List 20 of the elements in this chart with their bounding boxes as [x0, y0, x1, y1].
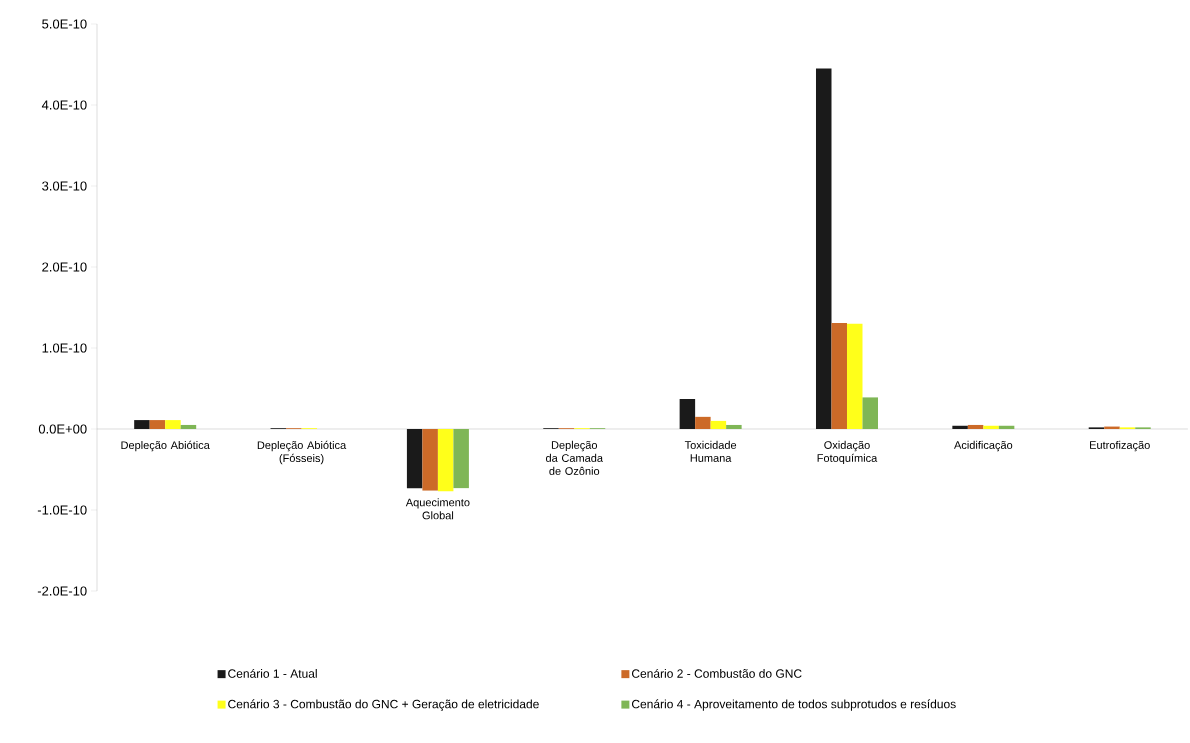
legend-label: Cenário 1 - Atual — [228, 668, 317, 678]
x-tick-label: Aquecimento Global — [405, 498, 470, 520]
x-tick-label: Depleção da Camada de Ozônio — [545, 440, 603, 475]
legend-label: Cenário 4 - Aproveitamento de todos subprotudos e resíduos — [631, 699, 956, 711]
y-tick-label: 1.0E-10 — [42, 343, 87, 353]
y-tick-label: 2.0E-10 — [42, 262, 87, 272]
y-tick-label: 0.0E+00 — [38, 424, 87, 434]
y-tick-label: -2.0E-10 — [37, 586, 87, 596]
x-tick-label: Oxidação Fotoquímica — [817, 440, 878, 465]
x-tick-label: Depleção Abiótica — [121, 440, 210, 452]
x-tick-label: Depleção Abiótica (Fósseis) — [257, 440, 347, 465]
x-tick-label: Eutrofização — [1090, 440, 1150, 452]
y-tick-label: 3.0E-10 — [42, 181, 87, 191]
x-tick-label: Toxicidade Humana — [684, 440, 737, 462]
x-tick-label: Acidificação — [954, 440, 1013, 452]
y-tick-label: 5.0E-10 — [42, 19, 87, 29]
y-tick-label: 4.0E-10 — [41, 100, 87, 110]
legend-label: Cenário 2 - Combustão do GNC — [631, 668, 802, 678]
y-tick-label: -1.0E-10 — [37, 505, 87, 515]
legend-label: Cenário 3 - Combustão do GNC + Geração de eletricidade — [228, 699, 539, 711]
